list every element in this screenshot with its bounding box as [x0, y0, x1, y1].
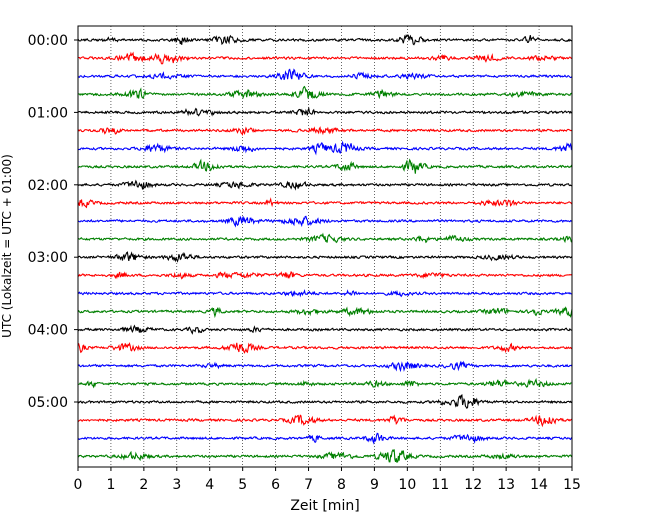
trace-0000 [77, 33, 573, 46]
trace-0530 [77, 432, 573, 445]
y-tick-label: 03:00 [28, 250, 68, 266]
y-axis-title: UTC (Lokalzeit = UTC + 01:00) [0, 154, 14, 338]
x-axis-title: Zeit [min] [290, 498, 359, 514]
trace-0045 [77, 85, 573, 100]
trace-0115 [77, 126, 573, 136]
x-tick-label: 6 [271, 477, 280, 493]
x-tick-label: 12 [464, 477, 482, 493]
x-tick-label: 7 [304, 477, 313, 493]
trace-0515 [77, 414, 573, 428]
trace-0315 [77, 271, 573, 280]
trace-0130 [77, 140, 573, 156]
x-tick-label: 5 [238, 477, 247, 493]
y-tick-label: 00:00 [28, 33, 68, 49]
x-tick-label: 1 [106, 477, 115, 493]
x-tick-label: 2 [139, 477, 148, 493]
trace-0345 [77, 306, 573, 319]
x-tick-label: 8 [337, 477, 346, 493]
trace-0415 [77, 341, 573, 354]
x-tick-label: 13 [497, 477, 515, 493]
x-tick-label: 15 [563, 477, 581, 493]
trace-0330 [77, 289, 573, 298]
x-tick-label: 9 [370, 477, 379, 493]
x-tick-label: 0 [74, 477, 83, 493]
trace-0400 [77, 324, 573, 335]
y-axis-ticks: 00:00 01:00 02:00 03:00 04:00 05:00 [28, 33, 78, 411]
trace-0430 [77, 360, 573, 373]
trace-0300 [77, 251, 573, 263]
y-tick-label: 04:00 [28, 323, 68, 339]
x-tick-label: 10 [398, 477, 416, 493]
plot-frame [77, 25, 573, 468]
trace-0230 [77, 215, 573, 228]
y-tick-label: 05:00 [28, 395, 68, 411]
y-tick-label: 02:00 [28, 178, 68, 194]
x-tick-label: 11 [431, 477, 449, 493]
trace-0215 [77, 197, 573, 209]
x-tick-label: 3 [172, 477, 181, 493]
x-tick-label: 4 [205, 477, 214, 493]
trace-0445 [77, 377, 573, 389]
x-tick-label: 14 [530, 477, 548, 493]
trace-0200 [77, 179, 573, 191]
trace-0245 [77, 232, 573, 244]
trace-0500 [77, 394, 573, 410]
y-tick-label: 01:00 [28, 105, 68, 121]
trace-0030 [77, 68, 573, 81]
trace-0545 [77, 449, 573, 463]
x-axis-ticks: 0 1 2 3 4 5 6 7 8 9 10 11 12 13 14 15 [74, 467, 581, 493]
trace-0100 [77, 106, 573, 117]
trace-0015 [77, 51, 573, 65]
seismic-traces [77, 33, 573, 463]
trace-0145 [77, 158, 573, 174]
